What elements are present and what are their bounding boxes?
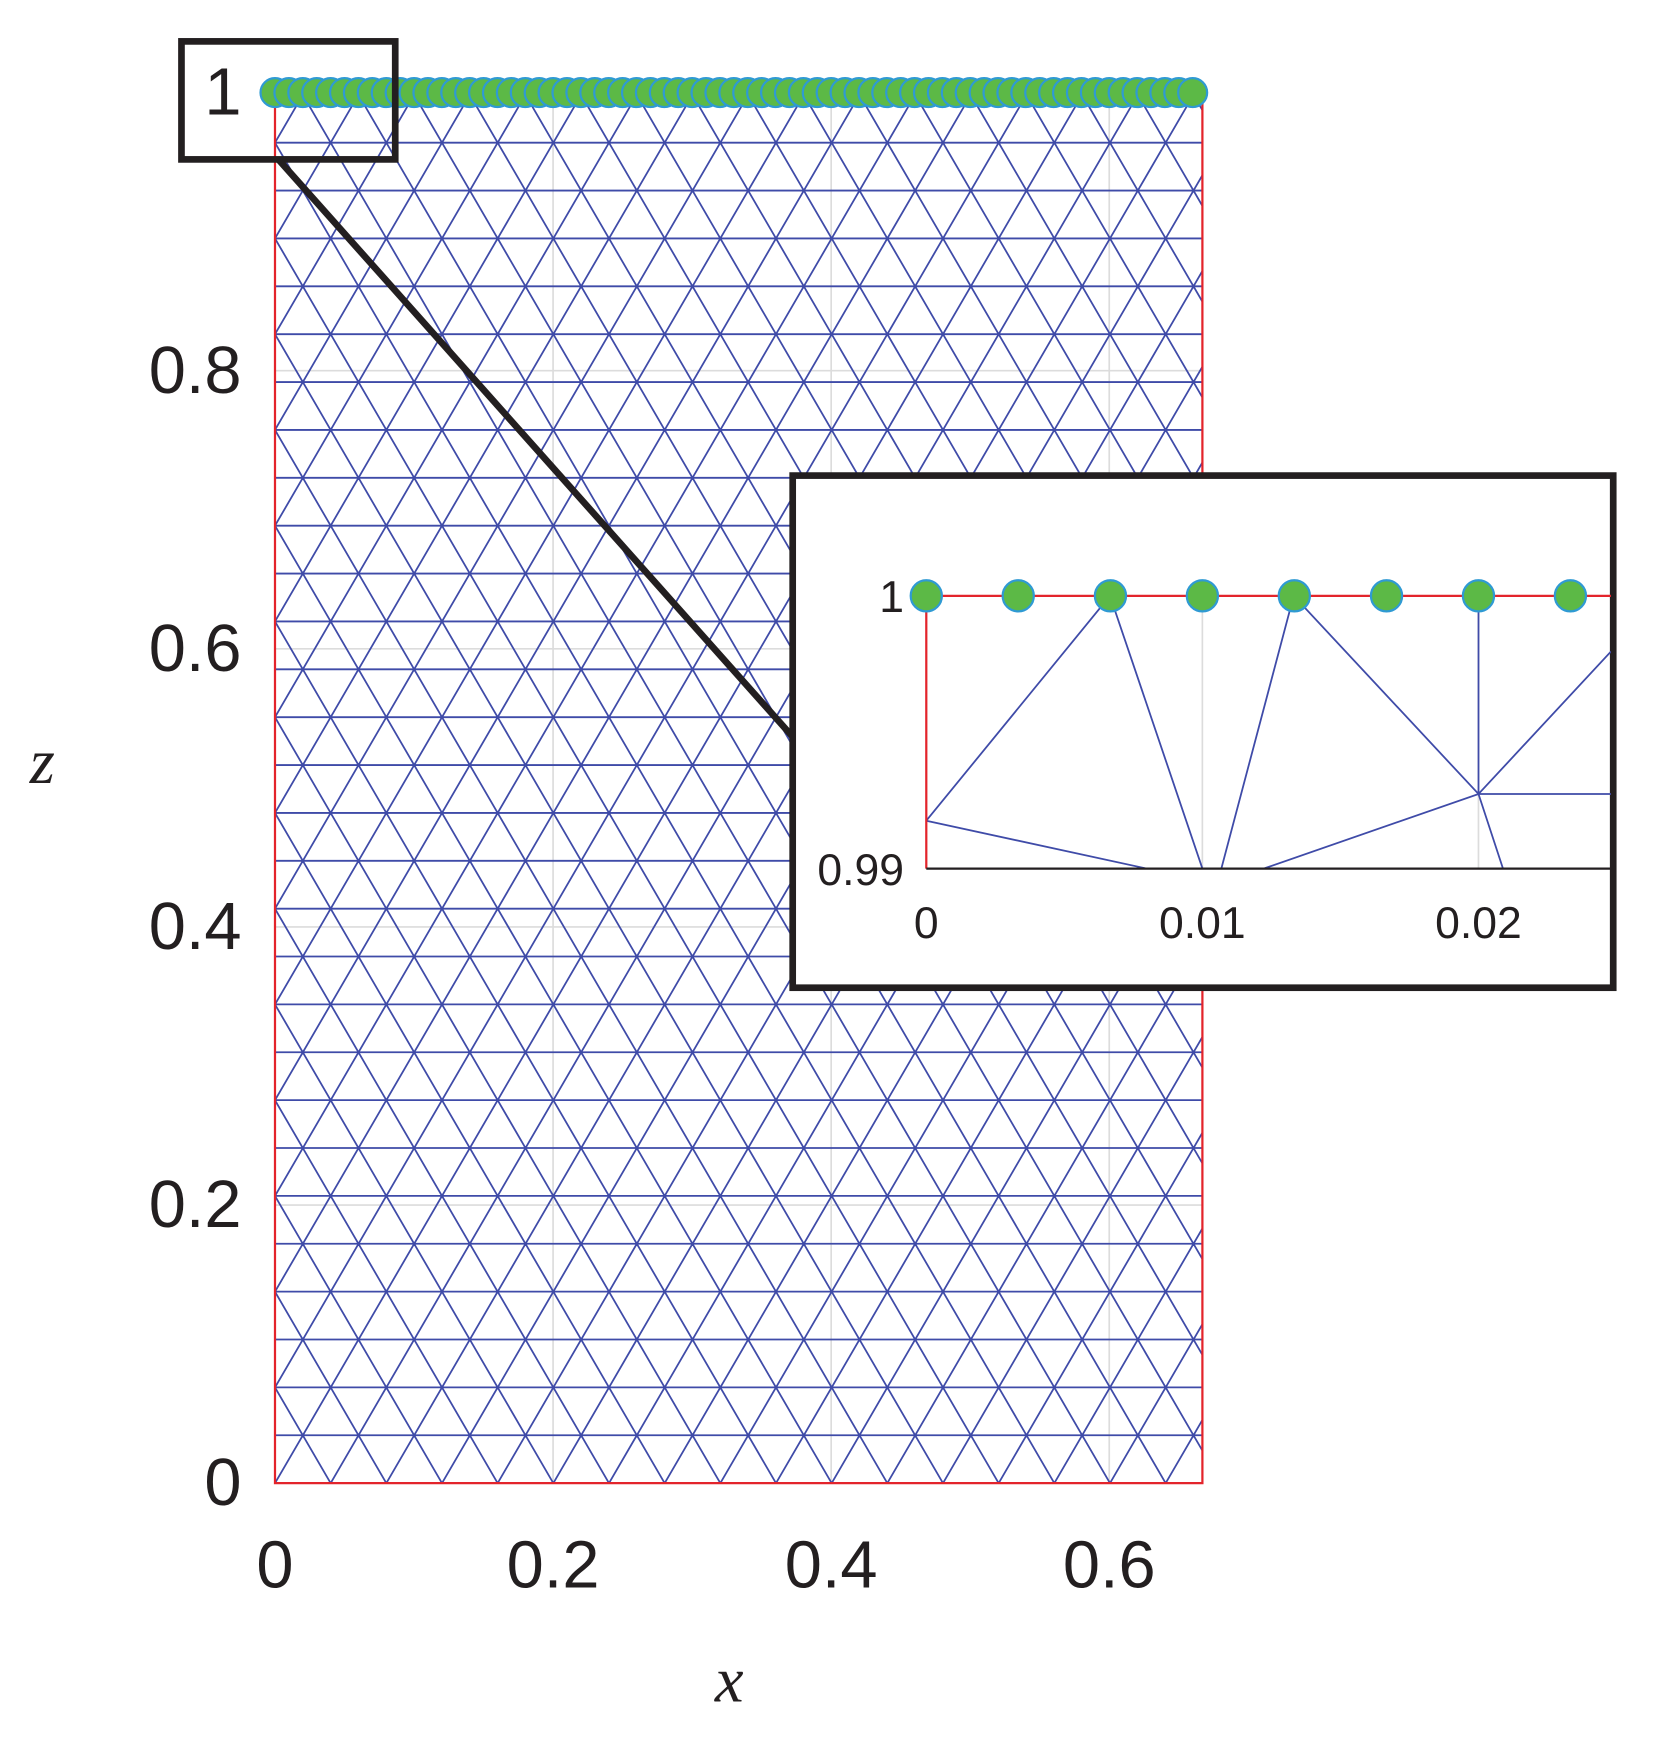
zoom-box (178, 38, 399, 163)
zoom-indicator (178, 38, 799, 743)
series (259, 77, 1209, 109)
y-tick-label: 0.8 (149, 334, 242, 408)
x-tick-label: 0.4 (785, 1529, 878, 1603)
x-axis-label: x (714, 1644, 744, 1716)
x-tick-label: 0.6 (1063, 1529, 1156, 1603)
y-tick-label: 0.2 (149, 1168, 242, 1242)
y-tick-label: 1 (204, 56, 241, 130)
y-tick-label: 0.6 (149, 612, 242, 686)
point (1185, 579, 1220, 613)
x-tick-label: 0.01 (1159, 899, 1246, 948)
zoom-line (275, 157, 799, 743)
x-tick-label: 0 (914, 899, 939, 948)
series (909, 579, 1588, 613)
point (1553, 579, 1588, 613)
x-tick-label: 0.02 (1435, 899, 1522, 948)
point (1093, 579, 1128, 613)
y-axis-label: z (29, 725, 55, 797)
y-tick-label: 1 (879, 573, 904, 622)
point (1461, 579, 1496, 613)
x-tick-label: 0 (256, 1529, 293, 1603)
point (909, 579, 943, 613)
x-tick-label: 0.2 (507, 1529, 600, 1603)
inset-plot: 0 0.01 0.02 0.99 1 (789, 472, 1617, 992)
point (1277, 579, 1312, 613)
y-tick-label: 0.99 (817, 846, 904, 895)
y-tick-label: 0.4 (149, 890, 242, 964)
point (1369, 579, 1404, 613)
main-plot: 0 0.2 0.4 0.6 0 0.2 0.4 0.6 0.8 1 x z (29, 56, 1209, 1716)
point (1001, 579, 1035, 613)
point (1177, 77, 1209, 109)
y-tick-label: 0 (204, 1446, 241, 1520)
axes: 0 0.2 0.4 0.6 0 0.2 0.4 0.6 0.8 1 (149, 56, 1203, 1603)
